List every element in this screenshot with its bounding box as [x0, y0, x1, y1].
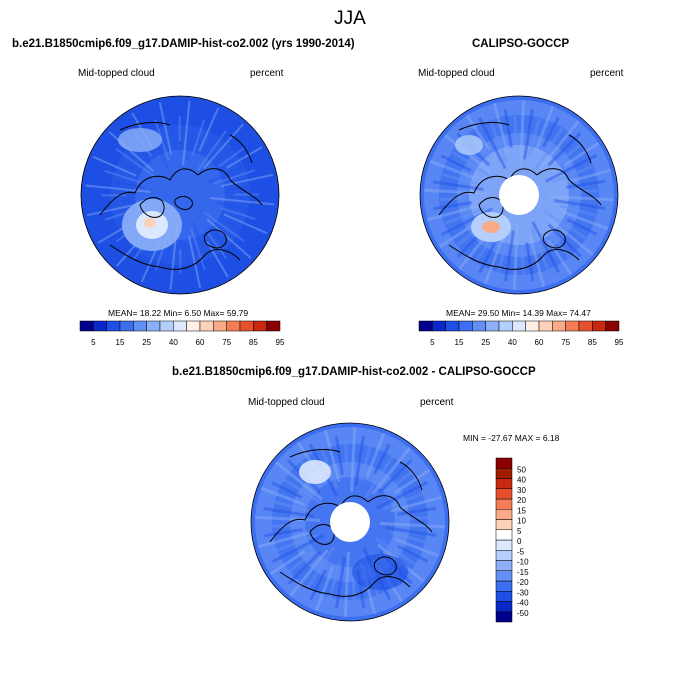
- colorbar-swatch: [418, 320, 433, 332]
- colorbar-swatch: [432, 320, 446, 332]
- colorbar-swatch: [485, 320, 500, 332]
- diff-variable-label: Mid-topped cloud: [248, 397, 325, 408]
- colorbar-swatch: [495, 580, 513, 592]
- colorbar-swatch: [538, 320, 553, 332]
- colorbar-tick-label: 60: [196, 338, 205, 347]
- colorbar-swatch: [512, 320, 526, 332]
- colorbar-swatch: [226, 320, 241, 332]
- colorbar-swatch: [495, 498, 513, 510]
- colorbar-tick-label: 15: [116, 338, 125, 347]
- colorbar-tick-label: -5: [517, 547, 525, 556]
- colorbar-tick-label: 10: [517, 517, 526, 526]
- diff-stats: MIN = -27.67 MAX = 6.18: [463, 433, 560, 443]
- colorbar-swatch: [213, 320, 227, 332]
- colorbar-swatch: [495, 478, 513, 489]
- colorbar-tick-label: -20: [517, 578, 529, 587]
- colorbar-tick-label: 5: [517, 527, 522, 536]
- colorbar-swatch: [495, 457, 513, 469]
- colorbar-tick-label: -50: [517, 609, 529, 618]
- colorbar-swatch: [495, 560, 513, 571]
- colorbar-tick-label: 30: [517, 486, 526, 495]
- colorbar-swatch: [458, 320, 473, 332]
- season-title: JJA: [334, 8, 366, 29]
- obs-variable-label: Mid-topped cloud: [418, 68, 495, 79]
- colorbar-tick-label: -40: [517, 599, 529, 608]
- model-units-label: percent: [250, 68, 284, 79]
- colorbar-swatch: [159, 320, 174, 332]
- colorbar-tick-label: 85: [249, 338, 258, 347]
- colorbar-swatch: [199, 320, 214, 332]
- colorbar-swatch: [525, 320, 540, 332]
- colorbar-swatch: [495, 488, 513, 500]
- colorbar-swatch: [119, 320, 134, 332]
- colorbar-tick-label: 95: [276, 338, 285, 347]
- colorbar-tick-label: 15: [517, 506, 526, 515]
- colorbar-tick-label: 5: [430, 338, 435, 347]
- colorbar-swatch: [495, 509, 513, 520]
- model-colorbar: 5 15 25 40 60 75 85 95: [79, 320, 285, 347]
- colorbar-tick-label: 40: [169, 338, 178, 347]
- colorbar-tick-label: 85: [588, 338, 597, 347]
- colorbar-tick-label: 25: [481, 338, 490, 347]
- obs-panel-title: CALIPSO-GOCCP: [472, 38, 570, 50]
- colorbar-swatch: [495, 539, 513, 551]
- colorbar-swatch: [266, 320, 281, 332]
- diff-panel-title: b.e21.B1850cmip6.f09_g17.DAMIP-hist-co2.…: [172, 366, 536, 378]
- colorbar-tick-label: -10: [517, 558, 529, 567]
- colorbar-tick-label: 0: [517, 537, 522, 546]
- colorbar-swatch: [578, 320, 593, 332]
- colorbar-swatch: [146, 320, 161, 332]
- colorbar-swatch: [605, 320, 620, 332]
- colorbar-tick-label: 15: [455, 338, 464, 347]
- obs-polar-map: [419, 95, 619, 295]
- colorbar-tick-label: 20: [517, 496, 526, 505]
- colorbar-swatch: [79, 320, 94, 332]
- model-variable-label: Mid-topped cloud: [78, 68, 155, 79]
- colorbar-swatch: [495, 591, 513, 602]
- colorbar-swatch: [495, 529, 513, 541]
- colorbar-swatch: [186, 320, 201, 332]
- colorbar-swatch: [106, 320, 121, 332]
- colorbar-tick-label: 25: [142, 338, 151, 347]
- colorbar-swatch: [495, 519, 513, 530]
- colorbar-swatch: [173, 320, 187, 332]
- diff-units-label: percent: [420, 397, 454, 408]
- colorbar-swatch: [552, 320, 566, 332]
- colorbar-tick-label: 5: [91, 338, 96, 347]
- colorbar-tick-label: -15: [517, 568, 529, 577]
- colorbar-swatch: [565, 320, 580, 332]
- colorbar-tick-label: -30: [517, 588, 529, 597]
- colorbar-swatch: [445, 320, 460, 332]
- colorbar-swatch: [498, 320, 513, 332]
- colorbar-swatch: [592, 320, 606, 332]
- colorbar-tick-label: 40: [517, 476, 526, 485]
- diff-polar-map: [250, 422, 450, 622]
- obs-units-label: percent: [590, 68, 624, 79]
- colorbar-swatch: [253, 320, 267, 332]
- model-polar-map: [80, 95, 280, 295]
- colorbar-swatch: [495, 468, 513, 479]
- colorbar-tick-label: 95: [615, 338, 624, 347]
- obs-stats: MEAN= 29.50 Min= 14.39 Max= 74.47: [446, 308, 591, 318]
- colorbar-tick-label: 50: [517, 465, 526, 474]
- obs-colorbar: 5 15 25 40 60 75 85 95: [418, 320, 624, 347]
- colorbar-tick-label: 75: [222, 338, 231, 347]
- colorbar-swatch: [93, 320, 107, 332]
- colorbar-tick-label: 40: [508, 338, 517, 347]
- model-panel-title: b.e21.B1850cmip6.f09_g17.DAMIP-hist-co2.…: [12, 38, 355, 50]
- colorbar-swatch: [495, 601, 513, 612]
- colorbar-tick-label: 75: [561, 338, 570, 347]
- colorbar-swatch: [495, 611, 513, 623]
- colorbar-tick-label: 60: [535, 338, 544, 347]
- model-stats: MEAN= 18.22 Min= 6.50 Max= 59.79: [108, 308, 249, 318]
- colorbar-swatch: [495, 570, 513, 582]
- colorbar-swatch: [472, 320, 486, 332]
- colorbar-swatch: [133, 320, 147, 332]
- colorbar-swatch: [495, 550, 513, 561]
- colorbar-swatch: [239, 320, 254, 332]
